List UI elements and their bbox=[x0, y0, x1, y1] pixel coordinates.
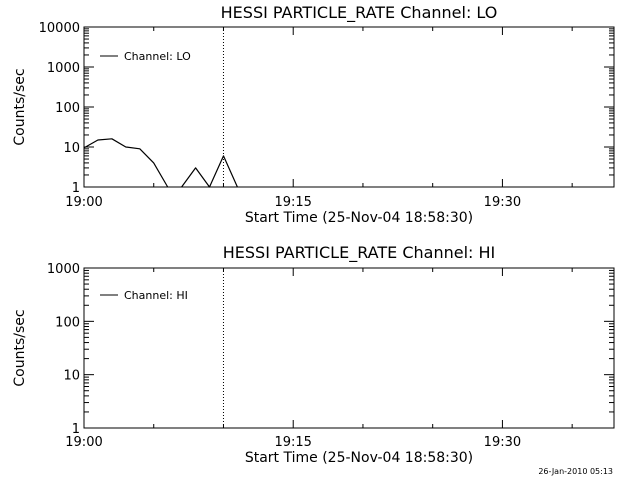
plot-frame bbox=[83, 267, 615, 429]
y-tick-label: 1 bbox=[72, 422, 80, 437]
data-series-line bbox=[83, 138, 169, 188]
x-tick-label: 19:00 bbox=[65, 435, 102, 450]
y-tick-label: 10000 bbox=[39, 21, 80, 36]
x-tick-label: 19:30 bbox=[484, 435, 521, 450]
chart-hi-channel: HESSI PARTICLE_RATE Channel: HI 19:00 19:1… bbox=[12, 243, 615, 466]
y-tick-label: 100 bbox=[55, 101, 80, 116]
chart-lo-channel: HESSI PARTICLE_RATE Channel: LO 19:00 19:1… bbox=[12, 3, 615, 226]
y-tick-label: 1 bbox=[72, 181, 80, 196]
chart-title: HESSI PARTICLE_RATE Channel: HI bbox=[223, 243, 496, 263]
data-series-line bbox=[181, 155, 238, 188]
y-tick-label: 10 bbox=[63, 141, 80, 156]
legend-label: Channel: LO bbox=[124, 50, 191, 63]
x-tick-label: 19:15 bbox=[274, 195, 311, 210]
y-tick-label: 10 bbox=[63, 369, 80, 384]
y-axis-label: Counts/sec bbox=[12, 309, 28, 386]
y-tick-label: 100 bbox=[55, 315, 80, 330]
generation-timestamp: 26-Jan-2010 05:13 bbox=[538, 467, 613, 476]
chart-title: HESSI PARTICLE_RATE Channel: LO bbox=[221, 3, 498, 23]
y-axis-label: Counts/sec bbox=[12, 68, 28, 145]
x-axis-label: Start Time (25-Nov-04 18:58:30) bbox=[245, 210, 473, 226]
x-axis-label: Start Time (25-Nov-04 18:58:30) bbox=[245, 450, 473, 466]
x-tick-label: 19:15 bbox=[274, 435, 311, 450]
x-tick-label: 19:30 bbox=[484, 195, 521, 210]
x-tick-label: 19:00 bbox=[65, 195, 102, 210]
y-tick-label: 1000 bbox=[47, 61, 80, 76]
y-tick-label: 1000 bbox=[47, 262, 80, 277]
legend-label: Channel: HI bbox=[124, 289, 188, 302]
